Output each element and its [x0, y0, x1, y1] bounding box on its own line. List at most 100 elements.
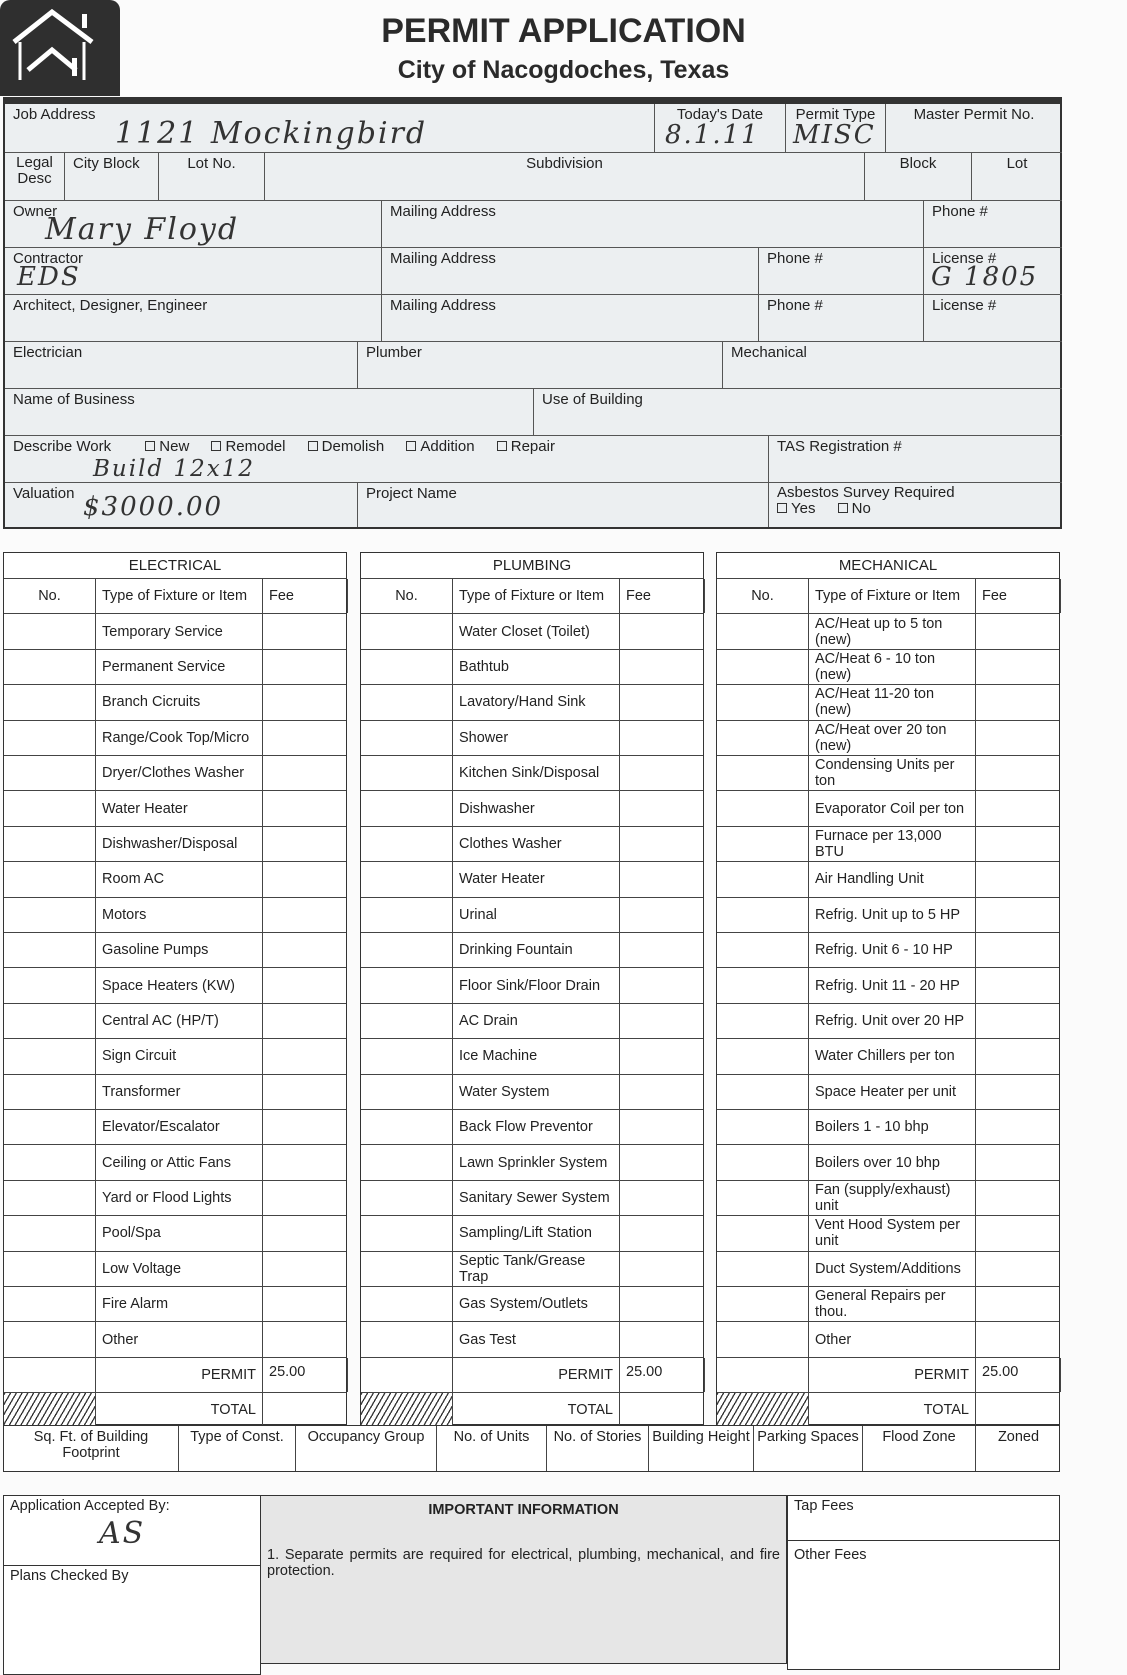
- no-input[interactable]: [4, 756, 96, 791]
- master-permit-field[interactable]: Master Permit No.: [886, 104, 1062, 153]
- no-input[interactable]: [361, 614, 453, 649]
- tap-fees-field[interactable]: Tap Fees: [787, 1495, 1060, 1541]
- no-input[interactable]: [4, 1110, 96, 1145]
- fee-input[interactable]: [263, 721, 348, 755]
- fee-input[interactable]: [263, 1145, 348, 1179]
- fee-input[interactable]: [976, 756, 1061, 790]
- building-info-field[interactable]: Type of Const.: [179, 1426, 296, 1471]
- building-info-field[interactable]: Parking Spaces: [754, 1426, 863, 1471]
- city-block-field[interactable]: City Block: [65, 153, 159, 201]
- no-input[interactable]: [361, 1287, 453, 1322]
- owner-field[interactable]: Owner: [5, 201, 382, 248]
- mechanical-field[interactable]: Mechanical: [723, 342, 1062, 389]
- no-input[interactable]: [361, 1251, 453, 1286]
- describe-work-field[interactable]: Describe Work New Remodel Demolish Addit…: [5, 436, 769, 483]
- architect-phone-field[interactable]: Phone #: [759, 295, 924, 342]
- fee-input[interactable]: [620, 968, 705, 1002]
- fee-input[interactable]: [620, 1075, 705, 1109]
- fee-input[interactable]: [620, 1216, 705, 1250]
- no-input[interactable]: [361, 1110, 453, 1145]
- architect-field[interactable]: Architect, Designer, Engineer: [5, 295, 382, 342]
- fee-input[interactable]: [620, 827, 705, 861]
- no-input[interactable]: [361, 968, 453, 1003]
- building-info-field[interactable]: Flood Zone: [863, 1426, 976, 1471]
- project-name-field[interactable]: Project Name: [358, 483, 769, 527]
- fee-input[interactable]: [976, 791, 1061, 825]
- no-input[interactable]: [4, 1322, 96, 1357]
- fee-input[interactable]: [620, 721, 705, 755]
- fee-input[interactable]: [263, 1181, 348, 1215]
- no-input[interactable]: [4, 1145, 96, 1180]
- no-input[interactable]: [4, 1251, 96, 1286]
- fee-input[interactable]: [976, 1252, 1061, 1286]
- no-input[interactable]: [4, 1357, 96, 1393]
- contractor-mailing-field[interactable]: Mailing Address: [382, 248, 759, 295]
- fee-input[interactable]: [263, 756, 348, 790]
- permit-type-field[interactable]: Permit Type: [786, 104, 886, 153]
- no-input[interactable]: [361, 933, 453, 968]
- no-input[interactable]: [361, 1322, 453, 1357]
- fee-input[interactable]: [620, 1181, 705, 1215]
- no-input[interactable]: [4, 685, 96, 720]
- fee-input[interactable]: [976, 1216, 1061, 1250]
- no-input[interactable]: [4, 968, 96, 1003]
- fee-input[interactable]: [263, 685, 348, 719]
- fee-input[interactable]: [620, 1322, 705, 1356]
- no-input[interactable]: [717, 968, 809, 1003]
- owner-phone-field[interactable]: Phone #: [924, 201, 1062, 248]
- fee-input[interactable]: [976, 1181, 1061, 1215]
- no-input[interactable]: [4, 1180, 96, 1216]
- fee-input[interactable]: [620, 1004, 705, 1038]
- fee-input[interactable]: [263, 650, 348, 684]
- no-input[interactable]: [4, 897, 96, 932]
- no-input[interactable]: [717, 1039, 809, 1074]
- fee-input[interactable]: [620, 614, 705, 648]
- no-input[interactable]: [717, 1287, 809, 1322]
- fee-input[interactable]: [976, 614, 1061, 648]
- fee-input[interactable]: [976, 685, 1061, 719]
- fee-input[interactable]: [976, 721, 1061, 755]
- contractor-phone-field[interactable]: Phone #: [759, 248, 924, 295]
- building-info-field[interactable]: No. of Stories: [547, 1426, 649, 1471]
- fee-input[interactable]: [263, 1216, 348, 1250]
- contractor-field[interactable]: Contractor: [5, 248, 382, 295]
- lot-field[interactable]: Lot: [972, 153, 1062, 201]
- checkbox-new[interactable]: [145, 441, 156, 451]
- no-input[interactable]: [4, 1003, 96, 1039]
- fee-input[interactable]: [976, 1145, 1061, 1179]
- no-input[interactable]: [717, 1322, 809, 1357]
- no-input[interactable]: [717, 1003, 809, 1039]
- no-input[interactable]: [717, 720, 809, 755]
- contractor-license-field[interactable]: License #: [924, 248, 1062, 295]
- fee-input[interactable]: [263, 1322, 348, 1356]
- fee-input[interactable]: [263, 1075, 348, 1109]
- architect-license-field[interactable]: License #: [924, 295, 1062, 342]
- no-input[interactable]: [361, 1357, 453, 1393]
- subdivision-field[interactable]: Subdivision: [265, 153, 865, 201]
- fee-input[interactable]: [620, 1252, 705, 1286]
- fee-input[interactable]: [976, 898, 1061, 932]
- no-input[interactable]: [717, 1110, 809, 1145]
- no-input[interactable]: [4, 1039, 96, 1074]
- fee-input[interactable]: [976, 1075, 1061, 1109]
- checkbox-remodel[interactable]: [211, 441, 222, 451]
- fee-input[interactable]: [976, 968, 1061, 1002]
- fee-input[interactable]: [620, 1110, 705, 1144]
- fee-input[interactable]: [620, 862, 705, 896]
- checkbox-repair[interactable]: [496, 441, 507, 451]
- no-input[interactable]: [717, 1180, 809, 1216]
- fee-input[interactable]: [263, 827, 348, 861]
- fee-input[interactable]: [620, 756, 705, 790]
- electrician-field[interactable]: Electrician: [5, 342, 358, 389]
- checkbox-asbestos-yes[interactable]: [777, 503, 787, 513]
- no-input[interactable]: [4, 1287, 96, 1322]
- no-input[interactable]: [361, 1216, 453, 1251]
- building-info-field[interactable]: Building Height: [649, 1426, 754, 1471]
- no-input[interactable]: [717, 1216, 809, 1251]
- fee-input[interactable]: [976, 1039, 1061, 1073]
- no-input[interactable]: [361, 649, 453, 685]
- fee-input[interactable]: [976, 827, 1061, 861]
- no-input[interactable]: [361, 1003, 453, 1039]
- fee-input[interactable]: [976, 1322, 1061, 1356]
- no-input[interactable]: [717, 862, 809, 897]
